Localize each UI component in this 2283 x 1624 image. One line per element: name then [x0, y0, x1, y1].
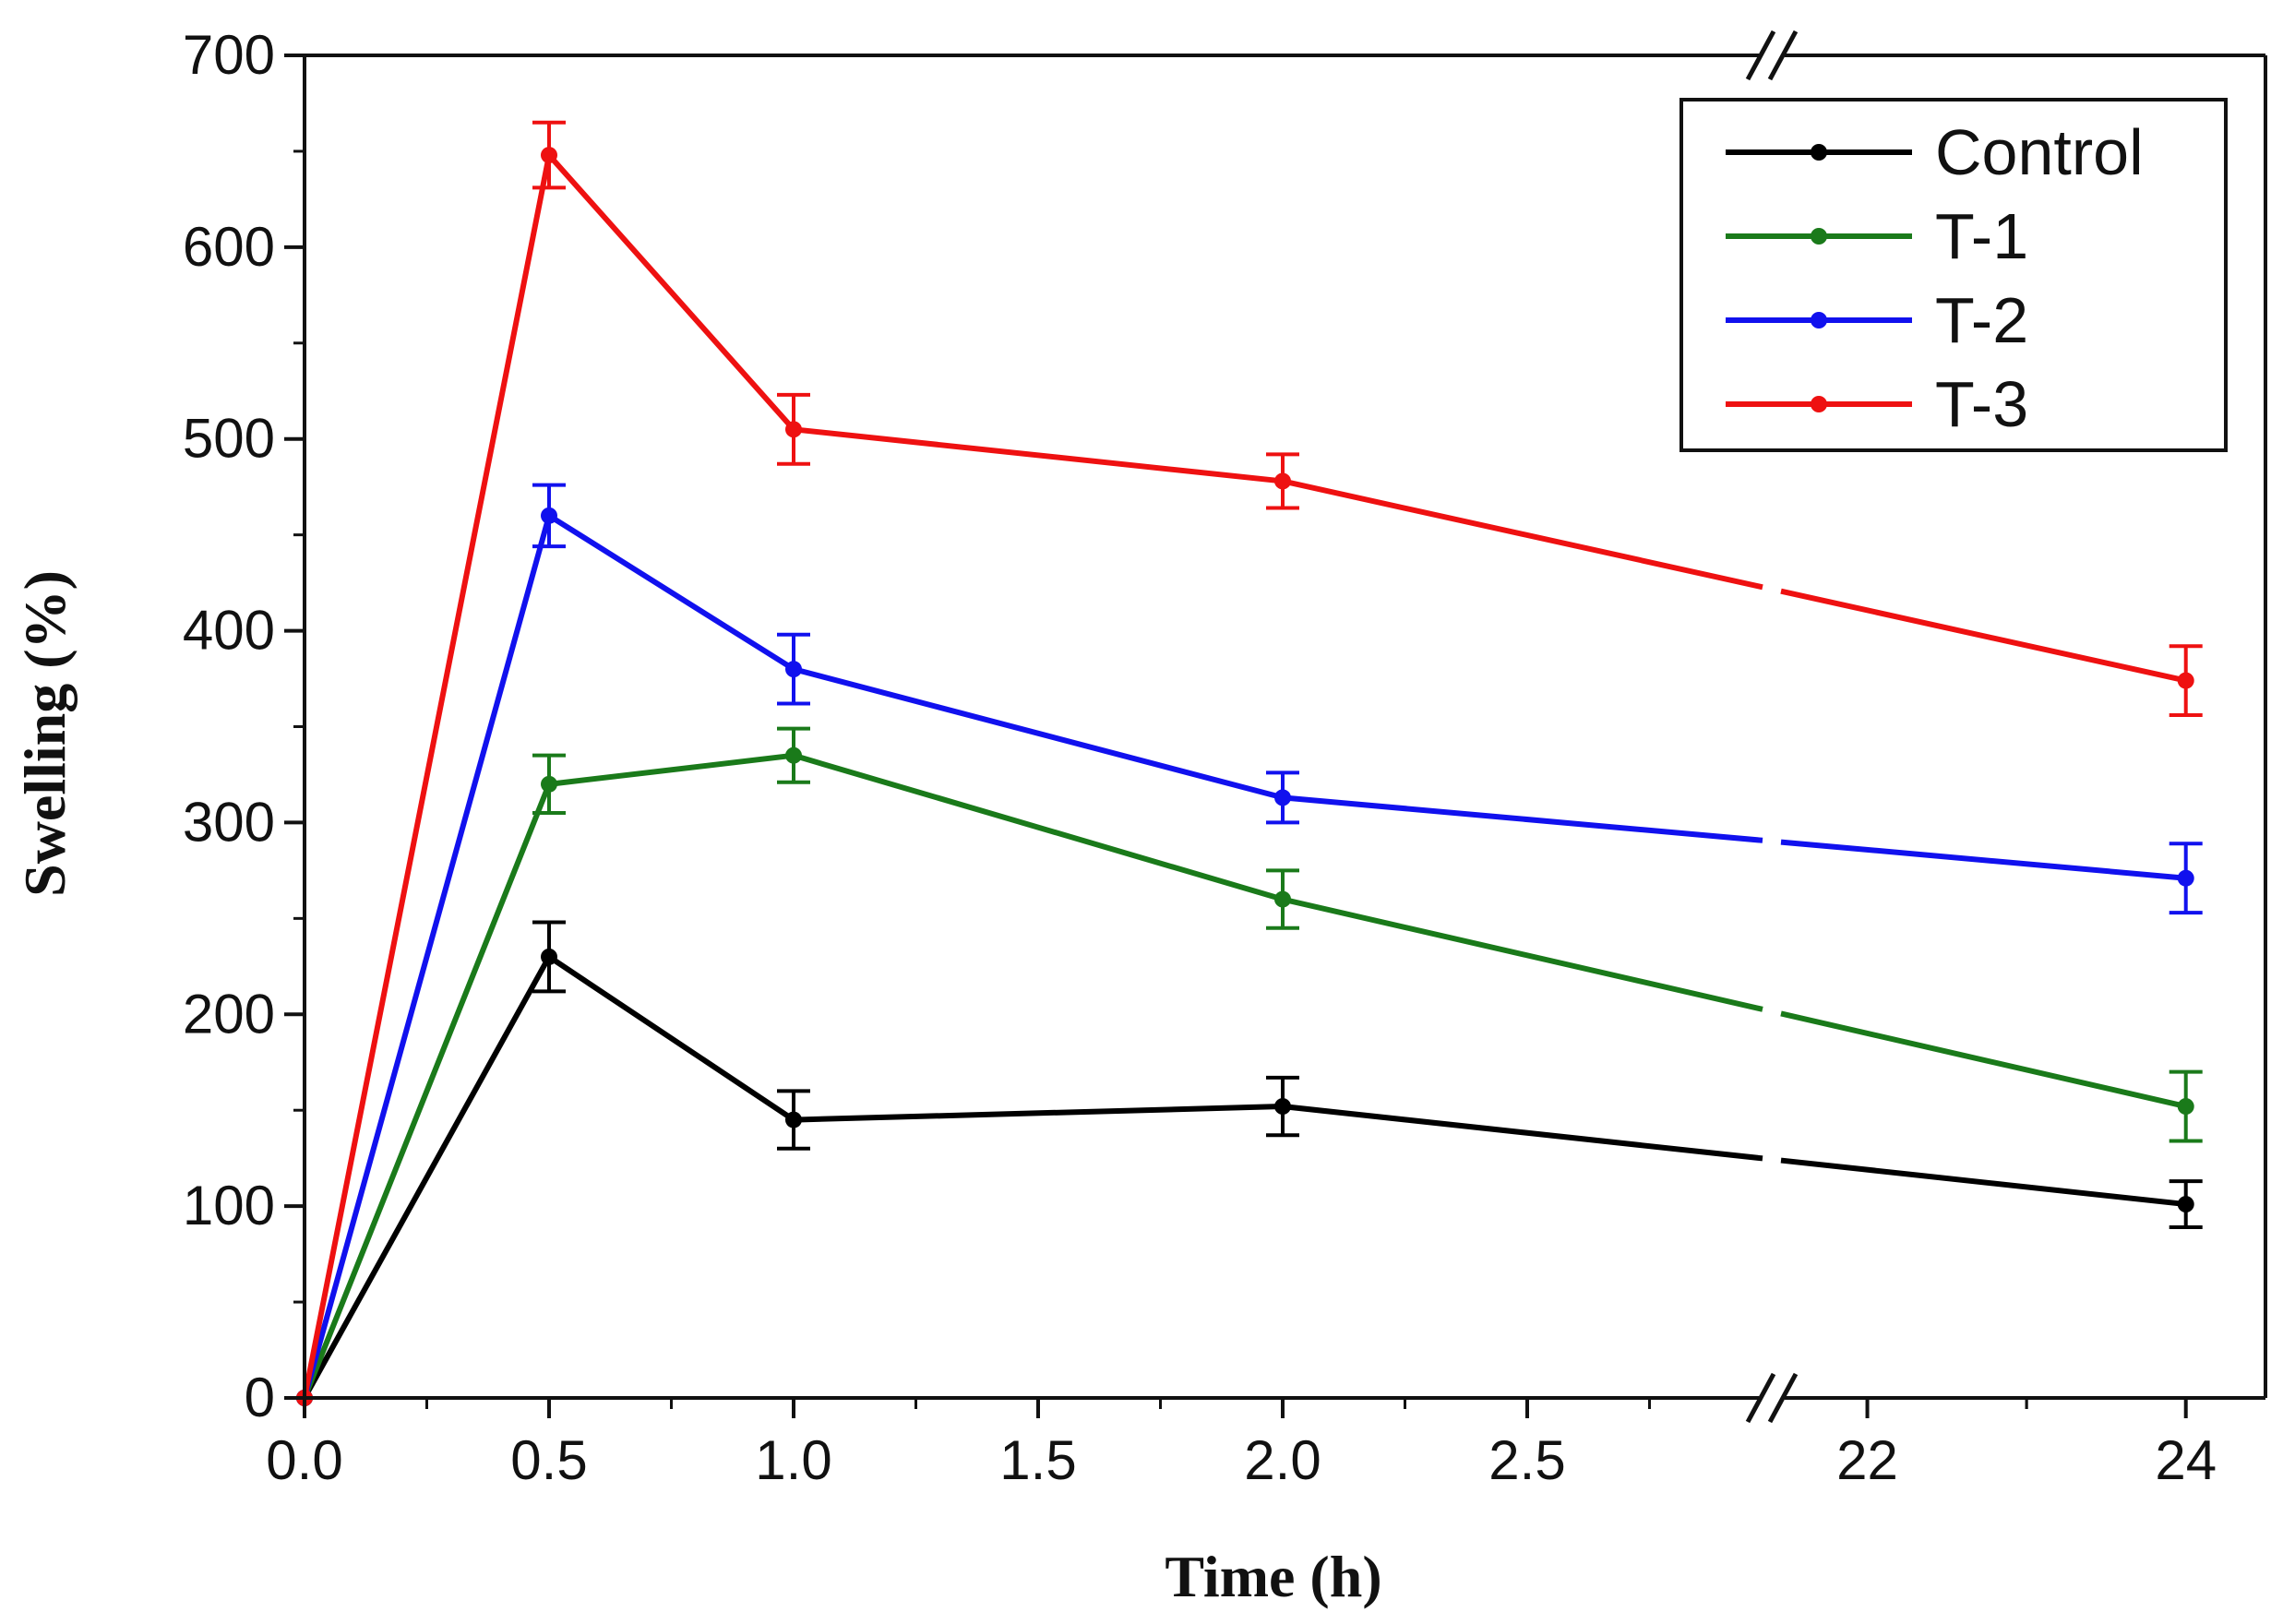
- y-tick-label: 200: [183, 983, 275, 1045]
- data-point: [2177, 1098, 2194, 1116]
- axis-break-mark: [1745, 30, 1776, 81]
- series-line-segment: [302, 515, 552, 1399]
- y-tick-label: 600: [183, 216, 275, 278]
- y-tick-label: 300: [183, 791, 275, 853]
- legend-label: T-2: [1935, 284, 2028, 356]
- x-tick-label: 24: [2155, 1429, 2217, 1491]
- legend-box: [1679, 98, 2228, 452]
- axis-break-mark: [1745, 1372, 1776, 1424]
- series-line-segment: [793, 666, 1284, 801]
- series-line-segment: [547, 513, 795, 672]
- series-t-1: [296, 726, 2203, 1406]
- series-line-segment: [546, 153, 796, 432]
- data-point: [541, 147, 557, 164]
- axis-break-mark: [1767, 1372, 1799, 1424]
- x-tick-label: 22: [1836, 1429, 1898, 1491]
- series-line-segment: [793, 1104, 1284, 1123]
- data-point: [785, 1111, 802, 1128]
- legend-swatch-marker: [1811, 228, 1827, 245]
- axis-break-mark: [1767, 30, 1799, 81]
- series-line-segment: [1282, 896, 1763, 1012]
- data-point: [2177, 672, 2194, 689]
- data-point: [785, 746, 802, 764]
- data-point: [1274, 1098, 1291, 1116]
- legend-swatch-marker: [1811, 396, 1827, 412]
- x-axis-title: Time (h): [1165, 1544, 1381, 1609]
- series-line-segment: [302, 782, 552, 1400]
- series-line-segment: [1282, 478, 1763, 591]
- data-point: [541, 507, 557, 524]
- data-point: [785, 421, 802, 438]
- series-line-segment: [1780, 1157, 2187, 1208]
- axes-layer: 0 100 200 300 400 500 600 700 0.0 0.5 1.0 1.5 2.0 2.5…: [183, 24, 2267, 1491]
- series-t-3: [296, 120, 2203, 1406]
- series-line-segment: [548, 752, 795, 787]
- series-line-segment: [1780, 839, 2186, 881]
- series-line-segment: [793, 752, 1284, 902]
- y-tick-label: 0: [245, 1367, 275, 1428]
- x-tick-label: 2.5: [1488, 1429, 1565, 1491]
- x-tick-label: 2.0: [1244, 1429, 1321, 1491]
- series-layer: [296, 120, 2203, 1406]
- legend-label: T-3: [1935, 368, 2028, 440]
- data-point: [1274, 890, 1291, 908]
- series-line-segment: [302, 955, 552, 1400]
- series-line-segment: [302, 154, 552, 1399]
- x-tick-label: 1.5: [999, 1429, 1076, 1491]
- series-line-segment: [547, 954, 795, 1123]
- data-point: [541, 948, 557, 965]
- data-point: [2177, 869, 2194, 887]
- data-point: [1274, 472, 1291, 490]
- y-axis-title: Swelling (%): [12, 570, 78, 897]
- series-line-segment: [1780, 588, 2187, 684]
- y-tick-label: 400: [183, 600, 275, 662]
- series-line-segment: [1780, 1010, 2187, 1109]
- y-tick-label: 700: [183, 24, 275, 86]
- x-tick-label: 0.5: [510, 1429, 587, 1491]
- legend-swatch-marker: [1811, 144, 1827, 161]
- data-point: [541, 775, 557, 793]
- data-point: [785, 661, 802, 678]
- y-tick-label: 100: [183, 1175, 275, 1236]
- series-line-segment: [793, 426, 1284, 484]
- x-tick-label: 1.0: [755, 1429, 831, 1491]
- legend: Control T-1 T-2 T-3: [1679, 98, 2228, 452]
- series-control: [296, 920, 2203, 1406]
- legend-label: Control: [1935, 116, 2144, 188]
- x-tick-label: 0.0: [266, 1429, 342, 1491]
- y-tick-label: 500: [183, 408, 275, 470]
- data-point: [1274, 789, 1291, 806]
- legend-label: T-1: [1935, 200, 2028, 272]
- data-point: [2177, 1196, 2194, 1213]
- legend-swatch-marker: [1811, 312, 1827, 328]
- series-line-segment: [1282, 794, 1763, 843]
- series-line-segment: [1282, 1104, 1763, 1162]
